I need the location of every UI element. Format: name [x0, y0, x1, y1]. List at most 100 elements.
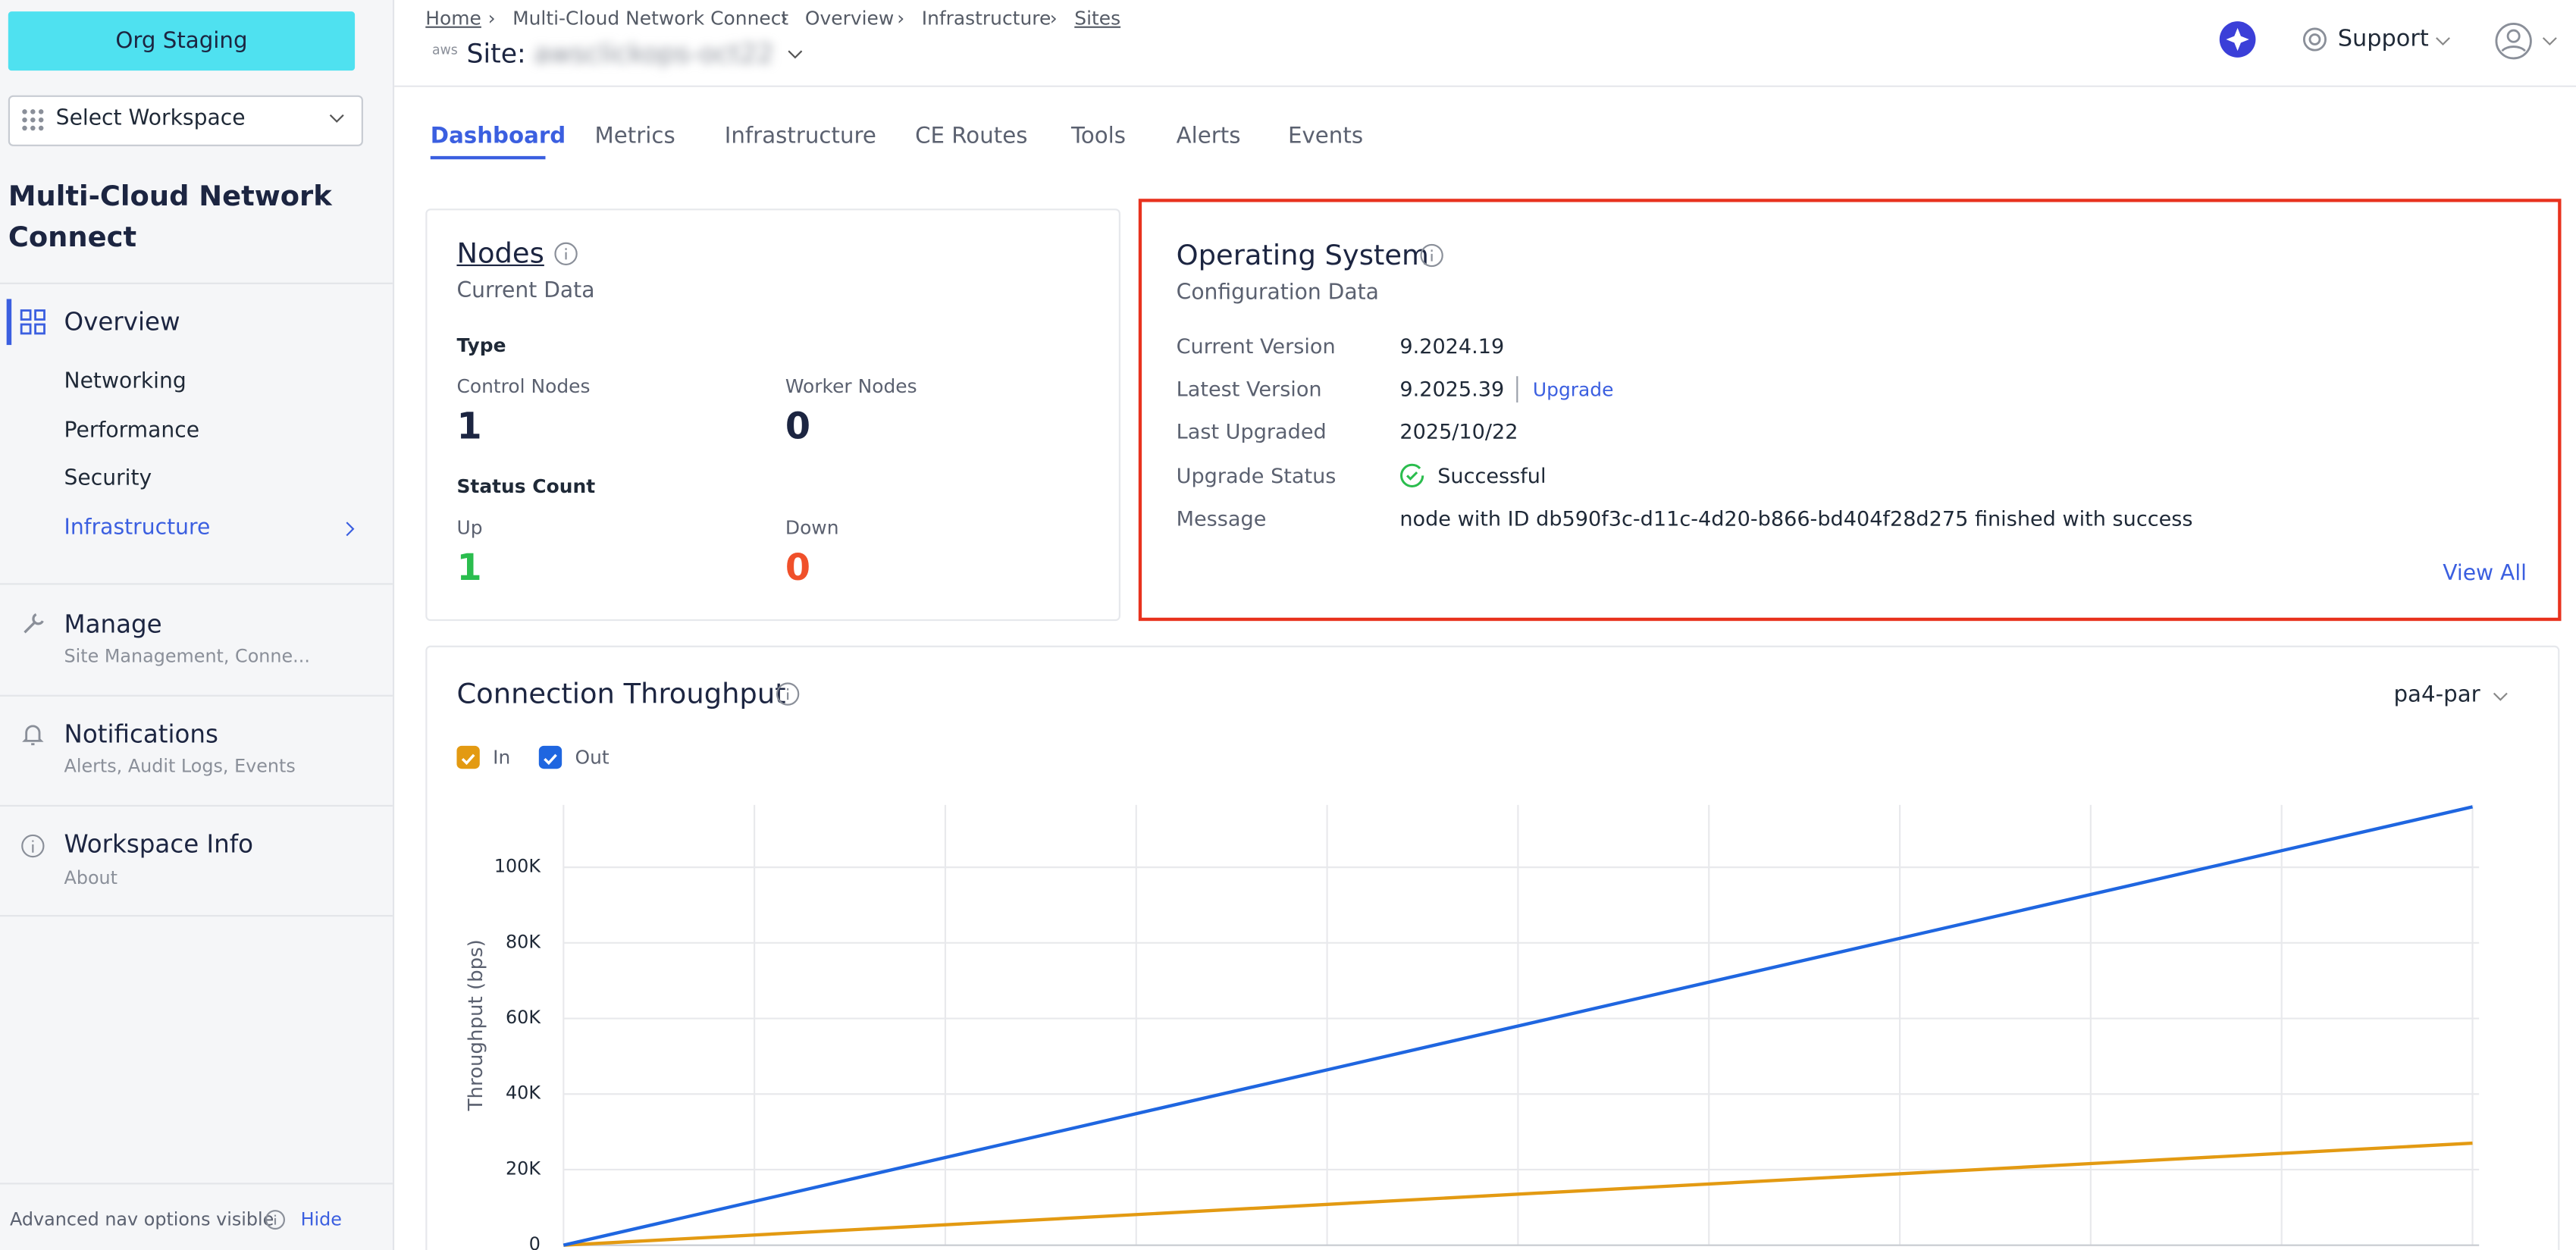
tab[interactable]: Metrics: [594, 123, 675, 150]
tab[interactable]: Infrastructure: [724, 123, 876, 150]
nav-item[interactable]: Security: [64, 466, 152, 491]
support-icon: [2302, 27, 2327, 52]
stat-value: 0: [785, 548, 811, 590]
legend-checkbox[interactable]: [456, 745, 480, 769]
tab[interactable]: CE Routes: [915, 123, 1028, 150]
card-title: Connection Throughput: [456, 678, 786, 712]
user-icon[interactable]: [2494, 21, 2534, 61]
y-tick-label: 60K: [506, 1007, 541, 1028]
info-icon: [21, 834, 45, 858]
info-icon: [554, 242, 578, 265]
success-icon: [1400, 463, 1424, 487]
grid-icon: [22, 109, 44, 131]
section-heading: Status Count: [456, 475, 596, 498]
breadcrumb-sep: ›: [780, 6, 788, 30]
row-value: 2025/10/22: [1399, 418, 1518, 444]
hide-link[interactable]: Hide: [300, 1208, 342, 1231]
row-value: 9.2024.19: [1399, 333, 1505, 359]
separator: [0, 583, 393, 585]
row-value: node with ID db590f3c-d11c-4d20-b866-bd4…: [1399, 506, 2193, 531]
breadcrumb-item[interactable]: Sites: [1074, 6, 1121, 30]
row-label: Current Version: [1176, 333, 1336, 359]
card-subtitle: Current Data: [456, 279, 595, 304]
check: [544, 753, 557, 766]
tab-active[interactable]: Dashboard: [430, 123, 566, 150]
wrench-icon: [24, 613, 44, 634]
sidebar: Org Staging Select Workspace Multi-Cloud…: [0, 0, 395, 1250]
chevron[interactable]: [785, 46, 805, 63]
nav-overview[interactable]: Overview: [64, 307, 180, 337]
y-tick-label: 80K: [506, 931, 541, 952]
series-line: [563, 1141, 2473, 1247]
support-menu[interactable]: Support: [2337, 26, 2429, 53]
tab[interactable]: Tools: [1070, 123, 1127, 150]
breadcrumb-sep: ›: [1049, 6, 1058, 30]
nodes-card: Nodes Current Data Type Control Nodes 1 …: [425, 208, 1120, 622]
site-prefix: Site:: [466, 37, 526, 70]
app-title: Multi-Cloud Network Connect: [8, 180, 332, 255]
footer-text: Advanced nav options visible: [10, 1208, 274, 1231]
stat-label: Worker Nodes: [785, 374, 917, 398]
chevron: [2436, 37, 2450, 46]
breadcrumb-item[interactable]: Multi-Cloud Network Connect: [512, 6, 789, 30]
nav-section[interactable]: Workspace Info: [64, 829, 254, 860]
nav-item[interactable]: Networking: [64, 369, 186, 395]
upgrade-link[interactable]: Upgrade: [1532, 378, 1614, 401]
stat-label: Down: [785, 515, 839, 539]
legend: In Out: [456, 745, 1114, 772]
y-tick-label: 20K: [506, 1158, 541, 1179]
separator: [0, 804, 393, 807]
breadcrumb-item[interactable]: Overview: [804, 6, 895, 30]
nav-section[interactable]: Manage: [64, 609, 162, 640]
y-axis-label: Throughput (bps): [465, 939, 487, 1111]
workspace-select[interactable]: [8, 95, 363, 146]
nav-section-sub: Site Management, Conne...: [64, 645, 310, 667]
nav-item-active[interactable]: Infrastructure: [64, 515, 211, 540]
view-all-link[interactable]: View All: [2443, 562, 2527, 587]
active-indicator: [6, 299, 12, 346]
series-line: [563, 805, 2473, 1247]
throughput-card: Connection Throughput pa4-par In Out Thro…: [425, 645, 2560, 1250]
assistant-icon[interactable]: [2218, 20, 2258, 59]
breadcrumb-link[interactable]: Home: [425, 6, 481, 30]
breadcrumb-sep: ›: [897, 6, 905, 30]
card-title[interactable]: Nodes: [456, 238, 544, 271]
separator: [0, 915, 393, 917]
tab[interactable]: Events: [1288, 123, 1364, 150]
chevron: [329, 114, 344, 123]
nav-section-sub: Alerts, Audit Logs, Events: [64, 755, 296, 778]
legend-label: Out: [575, 745, 610, 769]
card-title: Operating System: [1176, 240, 1429, 273]
separator: [0, 282, 393, 284]
stat-value: 0: [785, 407, 811, 449]
card-subtitle: Configuration Data: [1176, 280, 1379, 306]
legend-checkbox[interactable]: [538, 745, 563, 769]
os-card: Operating System Configuration Data Curr…: [1138, 199, 2562, 622]
nav-section-sub: About: [64, 867, 118, 889]
tab[interactable]: Alerts: [1176, 123, 1241, 150]
y-tick-label: 100K: [494, 856, 541, 877]
section-heading: Type: [456, 333, 506, 357]
nav-item[interactable]: Performance: [64, 418, 200, 444]
bell-icon: [22, 725, 44, 746]
chevron: [2542, 37, 2557, 46]
row-label: Last Upgraded: [1176, 418, 1327, 444]
provider-label: aws: [431, 42, 458, 58]
separator: [0, 694, 393, 697]
stat-value: 1: [456, 407, 482, 449]
separator: [0, 1183, 393, 1185]
breadcrumb-sep: ›: [487, 6, 496, 30]
info-icon: [1420, 243, 1443, 268]
stat-label: Control Nodes: [456, 374, 591, 398]
row-value: 9.2025.39: [1399, 376, 1505, 401]
check: [461, 753, 475, 766]
workspace-select-text: Select Workspace: [55, 106, 246, 132]
breadcrumb-item[interactable]: Infrastructure: [921, 6, 1051, 30]
nav-section[interactable]: Notifications: [64, 719, 218, 750]
divider: [1516, 376, 1518, 403]
region-select[interactable]: pa4-par: [2393, 681, 2480, 709]
row-label: Upgrade Status: [1176, 463, 1337, 488]
org-button[interactable]: Org Staging: [8, 11, 356, 71]
